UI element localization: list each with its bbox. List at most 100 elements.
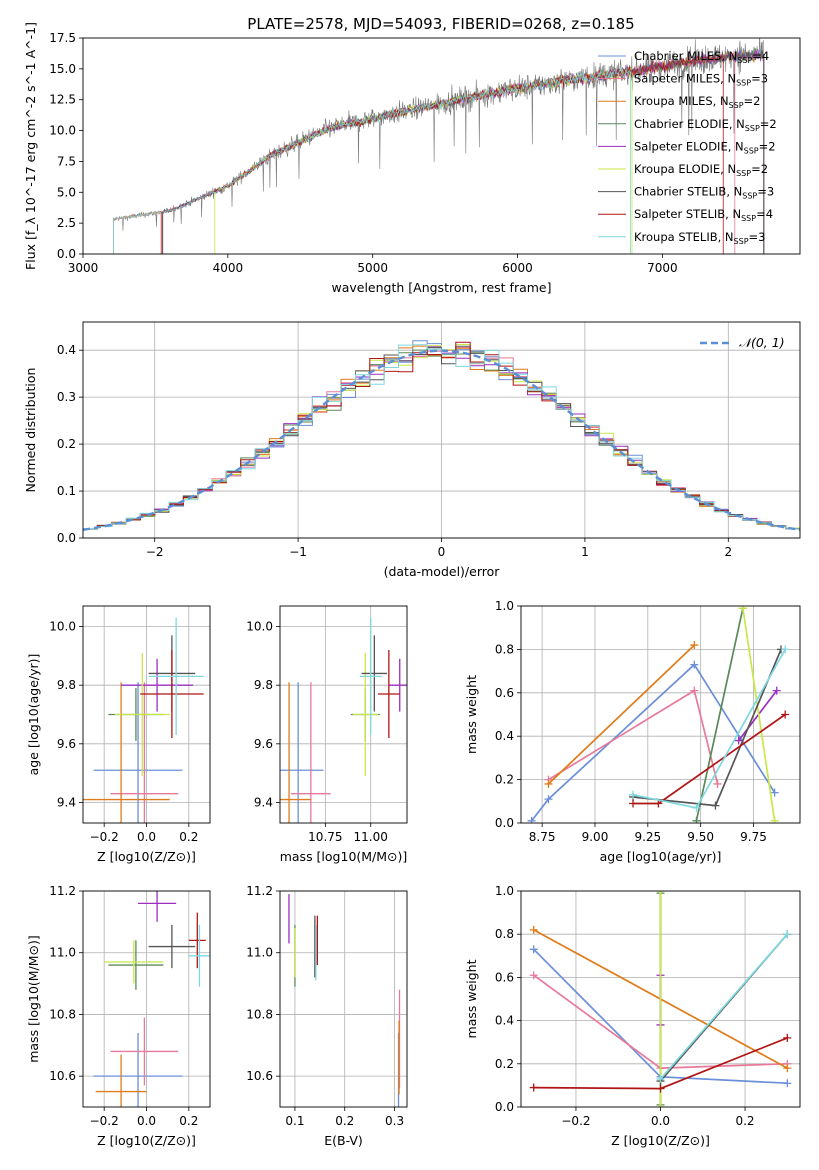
x-tick-label: −0.2: [561, 1114, 590, 1128]
x-tick-label: 1: [581, 545, 589, 559]
x-axis-label: E(B-V): [324, 1133, 363, 1148]
axes-z-weight: −0.2 0.0 0.2 0.0 0.2 0.4 0.6 0.8 1.0 Z [log10(Z/Z…: [464, 884, 801, 1148]
y-tick-label: 10.6: [246, 1069, 273, 1083]
axes-frame: [82, 890, 211, 1108]
x-tick-label: 2: [724, 545, 732, 559]
x-axis-label: (data-model)/error: [384, 564, 501, 579]
legend-nssp: =2: [751, 162, 768, 176]
x-axis-label: wavelength [Angstrom, rest frame]: [331, 280, 551, 295]
legend-subscript: SSP: [736, 169, 751, 178]
y-tick-label: 11.0: [246, 946, 273, 960]
x-axis-label: age [log10(age/yr)]: [600, 849, 722, 864]
legend-nssp: =3: [751, 72, 768, 86]
x-axis-label: Z [log10(Z/Z⊙)]: [611, 1133, 710, 1148]
legend-subscript: SSP: [737, 56, 752, 65]
axes-frame: [279, 890, 408, 1108]
y-tick-label: 11.2: [49, 884, 76, 898]
weight-point-marker: [544, 779, 553, 788]
legend-entry: Kroupa ELODIE, NSSP=2: [634, 162, 768, 178]
axes-frame: [520, 890, 801, 1108]
legend-entry: Kroupa STELIB, NSSP=3: [634, 230, 765, 246]
x-tick-label: 3000: [68, 261, 99, 275]
weight-series-line: [530, 663, 776, 822]
y-tick-label: 10.8: [49, 1007, 76, 1021]
y-tick-label: 11.0: [49, 946, 76, 960]
figure-title: PLATE=2578, MJD=54093, FIBERID=0268, z=0…: [247, 15, 634, 33]
legend-nssp: =4: [752, 49, 769, 63]
y-axis-label: Flux [f_λ 10^-17 erg cm^-2 s^-1 A^-1]: [23, 22, 38, 270]
plot-area-ebv-mass: [288, 894, 401, 1107]
legend-nssp: =2: [759, 139, 776, 153]
x-axis-label: Z [log10(Z/Z⊙)]: [97, 1133, 196, 1148]
weight-series-line: [738, 690, 778, 742]
legend-model-name: Salpeter STELIB, N: [634, 207, 741, 221]
x-tick-label: 9.75: [740, 830, 767, 844]
legend-nssp: =2: [744, 94, 761, 108]
weight-point-marker: [656, 1074, 665, 1083]
weight-point-marker: [781, 710, 790, 719]
y-tick-label: 9.4: [57, 795, 76, 809]
weight-point-marker: [783, 1064, 792, 1073]
x-tick-label: 0: [438, 545, 446, 559]
legend-model-name: Chabrier MILES, N: [634, 49, 737, 63]
plot-area-z-age: [83, 617, 204, 823]
legend-model-name: Kroupa STELIB, N: [634, 230, 734, 244]
x-tick-label: 0.0: [137, 1114, 156, 1128]
x-tick-label: −1: [289, 545, 307, 559]
y-axis-label: mass weight: [464, 959, 479, 1038]
legend-subscript: SSP: [745, 124, 760, 133]
axes-frame: [82, 37, 801, 255]
model-spectrum-line: [113, 67, 631, 220]
weight-point-marker: [529, 925, 538, 934]
y-tick-label: 9.8: [254, 678, 273, 692]
y-tick-label: 0.4: [495, 1014, 514, 1028]
x-tick-label: 9.50: [687, 830, 714, 844]
axes-mass-age: 10.75 11.00 9.4 9.6 9.8 10.0 mass [log10(M/M⊙)…: [246, 605, 408, 864]
plot-area-mass-age: [280, 617, 407, 823]
y-tick-label: 0.2: [495, 773, 514, 787]
weight-point-marker: [690, 660, 699, 669]
y-tick-label: 10.0: [246, 620, 273, 634]
y-tick-label: 0.2: [57, 437, 76, 451]
weight-point-marker: [770, 788, 779, 797]
y-tick-label: 10.0: [49, 620, 76, 634]
legend-entry: Kroupa MILES, NSSP=2: [634, 94, 760, 110]
x-tick-label: 9.25: [634, 830, 661, 844]
y-tick-label: 9.8: [57, 678, 76, 692]
x-tick-label: 10.75: [308, 830, 342, 844]
axes-z-age: −0.2 0.0 0.2 9.4 9.6 9.8 10.0 Z [log10(Z/Z⊙)] ag…: [26, 605, 211, 864]
y-tick-label: 0.0: [57, 531, 76, 545]
y-tick-label: 10.0: [49, 124, 76, 138]
x-tick-label: 0.3: [385, 1114, 404, 1128]
weight-point-marker: [544, 795, 553, 804]
x-tick-label: 0.0: [137, 830, 156, 844]
x-tick-label: 0.2: [335, 1114, 354, 1128]
normal-curve: [83, 349, 800, 531]
weight-point-marker: [770, 816, 779, 823]
y-tick-label: 0.4: [495, 729, 514, 743]
y-axis-label: Normed distribution: [23, 368, 38, 493]
weight-point-marker: [656, 1103, 665, 1107]
x-tick-label: 0.0: [651, 1114, 670, 1128]
plot-area-age-weight: [527, 606, 790, 823]
axes-z-mass: −0.2 0.0 0.2 10.6 10.8 11.0 11.2 Z [log10(Z/Z⊙)…: [26, 884, 211, 1148]
y-tick-label: 0.3: [57, 390, 76, 404]
y-tick-label: 0.2: [495, 1057, 514, 1071]
x-tick-label: 4000: [213, 261, 244, 275]
axes-frame: [520, 605, 801, 824]
weight-point-marker: [529, 945, 538, 954]
x-tick-label: 9.00: [582, 830, 609, 844]
y-tick-label: 11.2: [246, 884, 273, 898]
legend-entry: Chabrier MILES, NSSP=4: [634, 49, 769, 65]
y-axis-label: mass weight: [464, 675, 479, 754]
x-tick-label: 0.2: [179, 830, 198, 844]
weight-point-marker: [527, 816, 536, 823]
plot-area-spectrum: [113, 38, 765, 254]
weight-point-marker: [783, 930, 792, 939]
x-tick-label: 0.2: [735, 1114, 754, 1128]
legend-entry: Salpeter ELODIE, NSSP=2: [634, 139, 776, 155]
y-tick-label: 0.8: [495, 642, 514, 656]
weight-series-line: [742, 608, 776, 821]
y-tick-label: 0.0: [495, 816, 514, 830]
